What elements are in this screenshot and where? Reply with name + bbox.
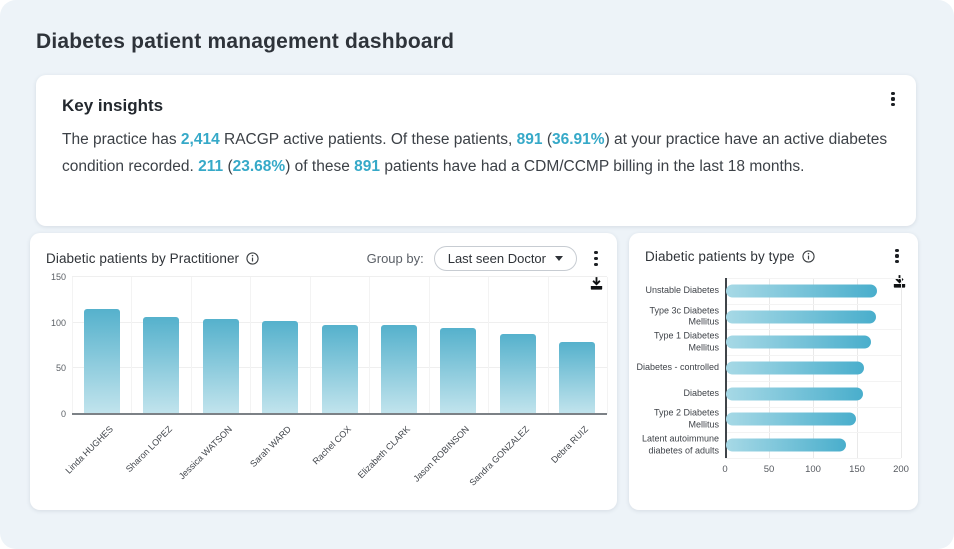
type-chart-header: Diabetic patients by type [629, 233, 918, 266]
insight-text: ) at your practice have an active diabet… [62, 131, 888, 175]
gridline [428, 277, 430, 414]
insight-text: RACGP active patients. Of these patients… [219, 131, 517, 148]
category-label: Type 3c Diabetes Mellitus [649, 304, 719, 327]
insight-metric: 36.91% [552, 131, 605, 148]
gridline [72, 277, 73, 414]
gridline [131, 277, 133, 414]
x-tick-label: 150 [849, 464, 865, 475]
gridline [250, 277, 252, 414]
practitioner-bar-plot [72, 276, 608, 415]
bar-Diabetes - controlled[interactable] [726, 361, 865, 375]
insight-text: ( [223, 157, 233, 175]
gridline [725, 406, 901, 408]
y-tick-label: 100 [50, 317, 66, 328]
y-tick-label: 0 [60, 409, 66, 419]
gridline [725, 278, 901, 279]
gridline [725, 355, 901, 357]
group-by-label: Group by: [366, 251, 424, 266]
practitioner-chart-header: Diabetic patients by Practitioner Group … [30, 233, 617, 271]
insight-metric: 891 [516, 131, 543, 148]
x-tick-label: 200 [893, 464, 909, 475]
page-title: Diabetes patient management dashboard [36, 30, 455, 53]
gridline [725, 458, 901, 459]
x-axis-line [72, 413, 607, 415]
bar-Linda HUGHES[interactable] [83, 308, 120, 414]
gridline [725, 329, 901, 331]
gridline [725, 380, 901, 382]
insight-metric: 211 [198, 157, 224, 175]
y-tick-label: 150 [50, 272, 66, 282]
insight-metric: 23.68% [232, 157, 286, 175]
category-label: Diabetes - controlled [636, 362, 719, 373]
gridline [901, 278, 902, 458]
group-by-selected: Last seen Doctor [447, 251, 546, 266]
key-insights-text: The practice has 2,414 RACGP active pati… [62, 127, 894, 180]
gridline [725, 432, 901, 434]
type-bar-plot: Unstable Diabetes Type 3c Diabetes Mellit… [629, 278, 918, 459]
bar-Unstable Diabetes[interactable] [726, 284, 878, 298]
info-icon[interactable] [246, 252, 259, 265]
practitioner-chart-title: Diabetic patients by Practitioner [46, 251, 240, 266]
chevron-down-icon [555, 256, 563, 261]
type-chart-card: Diabetic patients by type Unstable Diabe… [629, 233, 918, 510]
x-axis-ticks: 0 50 100 150 200 [629, 464, 918, 478]
gridline [547, 277, 549, 414]
info-icon[interactable] [801, 249, 815, 263]
gridline [309, 277, 311, 414]
x-axis-labels: Linda HUGHES Sharon LOPEZ Jessica WATSON Sa… [63, 422, 607, 502]
download-icon[interactable] [588, 275, 605, 297]
bar-Sandra GONZALEZ[interactable] [499, 333, 536, 414]
x-tick-label: 0 [722, 464, 728, 475]
category-label: Type 2 Diabetes Mellitus [653, 407, 719, 430]
key-insights-card: Key insights The practice has 2,414 RACG… [36, 75, 916, 226]
bar-Jessica WATSON[interactable] [202, 319, 239, 414]
kebab-menu-icon[interactable] [587, 249, 605, 269]
gridline [72, 321, 607, 323]
type-chart-title: Diabetic patients by type [645, 248, 795, 264]
key-insights-title: Key insights [62, 96, 164, 115]
insight-metric: 2,414 [180, 131, 220, 148]
bar-Sharon LOPEZ[interactable] [143, 317, 180, 414]
bar-Debra RUIZ[interactable] [559, 341, 596, 414]
bar-Type 3c Diabetes Mellitus[interactable] [726, 310, 877, 324]
gridline [488, 277, 490, 414]
gridline [72, 276, 607, 277]
kebab-menu-icon[interactable] [888, 246, 906, 266]
bar-Type 1 Diabetes Mellitus[interactable] [726, 335, 872, 349]
bar-Latent autoimmune diabetes of adults[interactable] [726, 438, 846, 452]
bar-Rachel COX[interactable] [321, 324, 358, 414]
insight-text: patients have had a CDM/CCMP billing in … [380, 157, 805, 175]
insight-text: The practice has [62, 131, 181, 148]
x-tick-label: 50 [763, 464, 775, 475]
gridline [369, 277, 371, 414]
gridline [607, 277, 608, 414]
gridline [190, 277, 192, 414]
bar-Jason ROBINSON[interactable] [440, 328, 477, 414]
insight-text: ) of these [285, 157, 355, 175]
category-label: Latent autoimmune diabetes of adults [641, 433, 719, 456]
bar-Type 2 Diabetes Mellitus[interactable] [726, 412, 857, 426]
insight-text: ( [542, 131, 552, 148]
y-tick-label: 50 [55, 363, 66, 374]
kebab-menu-icon[interactable] [884, 89, 902, 109]
y-axis-ticks: 0 50 100 150 [36, 272, 66, 419]
gridline [725, 303, 901, 305]
category-label: Diabetes [683, 387, 719, 398]
practitioner-chart-card: Diabetic patients by Practitioner Group … [30, 233, 617, 510]
x-tick-label: 100 [805, 464, 821, 475]
group-by-dropdown[interactable]: Last seen Doctor [433, 246, 577, 271]
bar-Elizabeth CLARK[interactable] [380, 325, 417, 414]
bar-Sarah WARD[interactable] [262, 320, 299, 414]
category-label: Type 1 Diabetes Mellitus [653, 330, 719, 353]
insight-metric: 891 [354, 157, 381, 175]
bar-Diabetes[interactable] [726, 387, 864, 401]
category-label: Unstable Diabetes [645, 285, 719, 295]
